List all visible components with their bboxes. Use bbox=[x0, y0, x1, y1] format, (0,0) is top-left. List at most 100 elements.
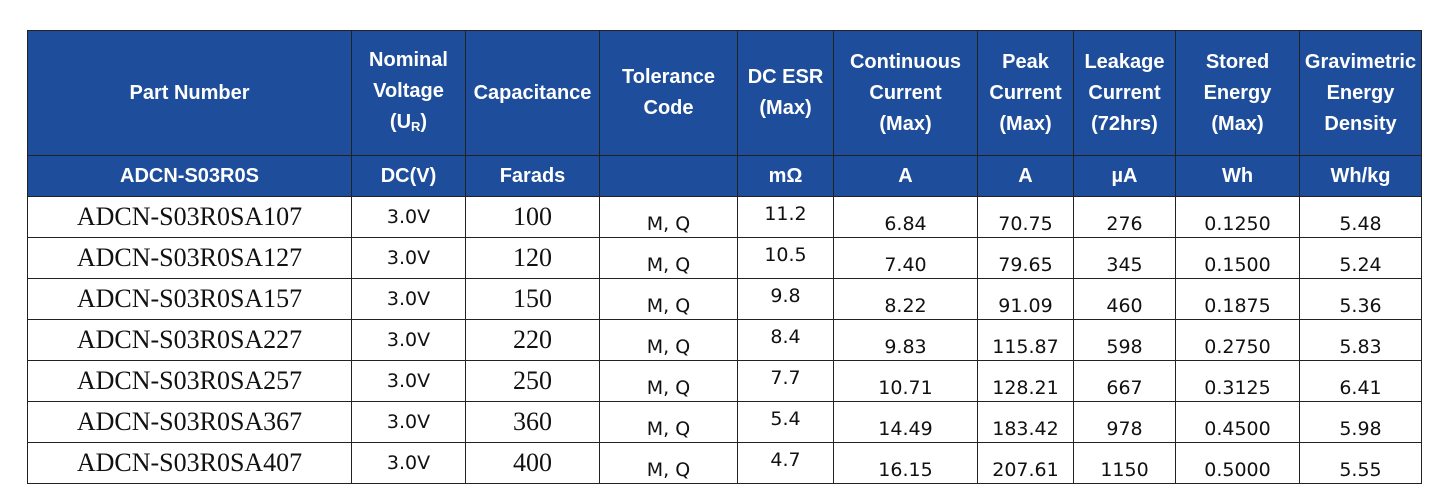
unit-tolerance bbox=[599, 155, 738, 197]
cell-voltage: 3.0V bbox=[351, 278, 466, 320]
cell-stored-energy: 0.1250 bbox=[1175, 196, 1300, 238]
table-row: ADCN-S03R0SA157 3.0V 150 M, Q 9.8 8.22 91.09 46… bbox=[27, 278, 1422, 320]
cell-continuous-current: 8.22 bbox=[833, 278, 978, 320]
cell-continuous-current: 6.84 bbox=[833, 196, 978, 238]
header-leakage-current: Leakage Current (72hrs) bbox=[1073, 30, 1176, 156]
header-dc-esr: DC ESR (Max) bbox=[737, 30, 834, 156]
cell-tolerance: M, Q bbox=[599, 360, 738, 402]
unit-capacitance: Farads bbox=[465, 155, 600, 197]
cell-leakage-current: 667 bbox=[1073, 360, 1176, 402]
unit-continuous-current: A bbox=[833, 155, 978, 197]
unit-part-series: ADCN-S03R0S bbox=[27, 155, 352, 197]
cell-voltage: 3.0V bbox=[351, 442, 466, 484]
unit-stored-energy: Wh bbox=[1175, 155, 1300, 197]
cell-leakage-current: 978 bbox=[1073, 401, 1176, 443]
header-capacitance: Capacitance bbox=[465, 30, 600, 156]
table-body: ADCN-S03R0SA107 3.0V 100 M, Q 11.2 6.84 70.75 2… bbox=[27, 196, 1422, 484]
cell-peak-current: 183.42 bbox=[977, 401, 1074, 443]
cell-esr: 9.8 bbox=[737, 278, 834, 320]
header-stored-energy: Stored Energy (Max) bbox=[1175, 30, 1300, 156]
table-row: ADCN-S03R0SA227 3.0V 220 M, Q 8.4 9.83 115.87 5… bbox=[27, 319, 1422, 361]
cell-tolerance: M, Q bbox=[599, 237, 738, 279]
cell-continuous-current: 9.83 bbox=[833, 319, 978, 361]
cell-part-number: ADCN-S03R0SA157 bbox=[27, 278, 352, 320]
cell-esr: 10.5 bbox=[737, 237, 834, 279]
cell-tolerance: M, Q bbox=[599, 278, 738, 320]
table-row: ADCN-S03R0SA127 3.0V 120 M, Q 10.5 7.40 79.65 3… bbox=[27, 237, 1422, 279]
cell-gravimetric: 5.55 bbox=[1299, 442, 1422, 484]
cell-gravimetric: 5.48 bbox=[1299, 196, 1422, 238]
cell-esr: 5.4 bbox=[737, 401, 834, 443]
cell-capacitance: 100 bbox=[465, 196, 600, 238]
header-continuous-current: Continuous Current (Max) bbox=[833, 30, 978, 156]
cell-leakage-current: 460 bbox=[1073, 278, 1176, 320]
cell-gravimetric: 5.98 bbox=[1299, 401, 1422, 443]
cell-leakage-current: 276 bbox=[1073, 196, 1176, 238]
cell-tolerance: M, Q bbox=[599, 196, 738, 238]
cell-peak-current: 70.75 bbox=[977, 196, 1074, 238]
cell-continuous-current: 14.49 bbox=[833, 401, 978, 443]
cell-stored-energy: 0.2750 bbox=[1175, 319, 1300, 361]
cell-tolerance: M, Q bbox=[599, 442, 738, 484]
cell-part-number: ADCN-S03R0SA257 bbox=[27, 360, 352, 402]
cell-peak-current: 207.61 bbox=[977, 442, 1074, 484]
cell-leakage-current: 345 bbox=[1073, 237, 1176, 279]
table-row: ADCN-S03R0SA107 3.0V 100 M, Q 11.2 6.84 70.75 2… bbox=[27, 196, 1422, 238]
header-nominal-voltage: Nominal Voltage (UR) bbox=[351, 30, 466, 156]
table-row: ADCN-S03R0SA257 3.0V 250 M, Q 7.7 10.71 128.21… bbox=[27, 360, 1422, 402]
cell-voltage: 3.0V bbox=[351, 319, 466, 361]
header-part-number: Part Number bbox=[27, 30, 352, 156]
cell-esr: 4.7 bbox=[737, 442, 834, 484]
unit-leakage-current: µA bbox=[1073, 155, 1176, 197]
cell-leakage-current: 598 bbox=[1073, 319, 1176, 361]
cell-part-number: ADCN-S03R0SA107 bbox=[27, 196, 352, 238]
cell-peak-current: 115.87 bbox=[977, 319, 1074, 361]
cell-part-number: ADCN-S03R0SA367 bbox=[27, 401, 352, 443]
cell-capacitance: 400 bbox=[465, 442, 600, 484]
spec-table: Part Number Nominal Voltage (UR) Capacit… bbox=[27, 30, 1422, 484]
cell-voltage: 3.0V bbox=[351, 237, 466, 279]
cell-part-number: ADCN-S03R0SA127 bbox=[27, 237, 352, 279]
cell-esr: 11.2 bbox=[737, 196, 834, 238]
cell-capacitance: 360 bbox=[465, 401, 600, 443]
cell-capacitance: 220 bbox=[465, 319, 600, 361]
cell-part-number: ADCN-S03R0SA227 bbox=[27, 319, 352, 361]
cell-peak-current: 91.09 bbox=[977, 278, 1074, 320]
unit-esr: mΩ bbox=[737, 155, 834, 197]
cell-gravimetric: 5.83 bbox=[1299, 319, 1422, 361]
cell-voltage: 3.0V bbox=[351, 401, 466, 443]
units-row: ADCN-S03R0S DC(V) Farads mΩ A A µA Wh Wh… bbox=[27, 155, 1422, 197]
cell-leakage-current: 1150 bbox=[1073, 442, 1176, 484]
cell-capacitance: 150 bbox=[465, 278, 600, 320]
cell-continuous-current: 16.15 bbox=[833, 442, 978, 484]
cell-stored-energy: 0.4500 bbox=[1175, 401, 1300, 443]
cell-stored-energy: 0.3125 bbox=[1175, 360, 1300, 402]
cell-esr: 8.4 bbox=[737, 319, 834, 361]
unit-peak-current: A bbox=[977, 155, 1074, 197]
unit-gravimetric: Wh/kg bbox=[1299, 155, 1422, 197]
cell-esr: 7.7 bbox=[737, 360, 834, 402]
unit-voltage: DC(V) bbox=[351, 155, 466, 197]
cell-stored-energy: 0.1500 bbox=[1175, 237, 1300, 279]
cell-part-number: ADCN-S03R0SA407 bbox=[27, 442, 352, 484]
cell-continuous-current: 7.40 bbox=[833, 237, 978, 279]
cell-continuous-current: 10.71 bbox=[833, 360, 978, 402]
cell-peak-current: 79.65 bbox=[977, 237, 1074, 279]
header-gravimetric-energy-density: Gravimetric Energy Density bbox=[1299, 30, 1422, 156]
table-row: ADCN-S03R0SA407 3.0V 400 M, Q 4.7 16.15 207.61… bbox=[27, 442, 1422, 484]
cell-voltage: 3.0V bbox=[351, 196, 466, 238]
header-row: Part Number Nominal Voltage (UR) Capacit… bbox=[27, 30, 1422, 156]
cell-stored-energy: 0.1875 bbox=[1175, 278, 1300, 320]
cell-tolerance: M, Q bbox=[599, 319, 738, 361]
cell-gravimetric: 6.41 bbox=[1299, 360, 1422, 402]
cell-capacitance: 120 bbox=[465, 237, 600, 279]
cell-gravimetric: 5.24 bbox=[1299, 237, 1422, 279]
cell-stored-energy: 0.5000 bbox=[1175, 442, 1300, 484]
cell-capacitance: 250 bbox=[465, 360, 600, 402]
table-row: ADCN-S03R0SA367 3.0V 360 M, Q 5.4 14.49 183.42… bbox=[27, 401, 1422, 443]
cell-voltage: 3.0V bbox=[351, 360, 466, 402]
header-tolerance-code: Tolerance Code bbox=[599, 30, 738, 156]
cell-tolerance: M, Q bbox=[599, 401, 738, 443]
header-peak-current: Peak Current (Max) bbox=[977, 30, 1074, 156]
cell-peak-current: 128.21 bbox=[977, 360, 1074, 402]
